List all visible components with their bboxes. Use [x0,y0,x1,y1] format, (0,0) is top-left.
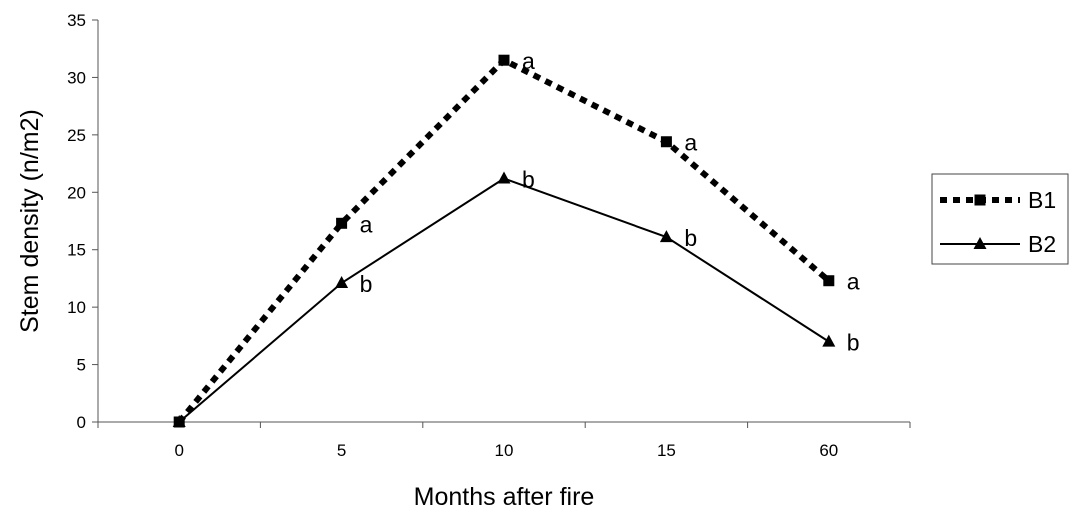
data-point-B1 [660,136,672,148]
data-label-B2: b [684,225,697,251]
data-label-B1: a [360,211,373,237]
legend-box [931,173,1069,265]
legend: B1 B2 [931,173,1069,265]
data-point-B2 [335,276,349,289]
axes [97,20,910,423]
x-tick-label: 10 [495,441,514,460]
data-point-B1 [498,54,510,66]
data-point-B2 [822,334,836,347]
data-label-B1: a [684,130,697,156]
data-label-B2: b [360,271,373,297]
y-tick-label: 0 [77,413,86,432]
y-tick-label: 5 [77,356,86,375]
y-tick-label: 20 [67,183,86,202]
y-tick-label: 10 [67,298,86,317]
y-axis-title: Stem density (n/m2) [16,109,44,333]
legend-marker-B2 [973,237,987,249]
x-axis-ticks: 0 5 10 15 60 [97,422,911,460]
data-point-B2 [172,415,186,427]
legend-label-B2: B2 [1028,231,1056,257]
data-label-B2: b [522,167,535,193]
x-tick-label: 0 [174,441,183,460]
point-labels: a a a a b b b b [360,48,860,355]
data-point-B1 [823,275,835,287]
data-label-B2: b [847,330,860,356]
x-tick-label: 5 [337,441,346,460]
series-line-B1 [176,56,831,424]
legend-label-B1: B1 [1028,187,1056,213]
y-tick-label: 25 [67,126,86,145]
series-line-B2 [178,177,830,423]
y-axis-ticks: 0 5 10 15 20 25 30 35 [67,11,98,432]
legend-marker-B1 [974,194,986,206]
x-axis-title: Months after fire [414,483,595,511]
data-point-B2 [497,171,511,184]
x-tick-label: 60 [819,441,838,460]
y-tick-label: 35 [67,11,86,30]
series-group [172,54,836,428]
data-label-B1: a [847,269,860,295]
data-point-B1 [336,217,348,229]
data-label-B1: a [522,48,535,74]
y-tick-label: 30 [67,68,86,87]
data-point-B2 [659,230,673,243]
y-tick-label: 15 [67,241,86,260]
x-tick-label: 15 [657,441,676,460]
